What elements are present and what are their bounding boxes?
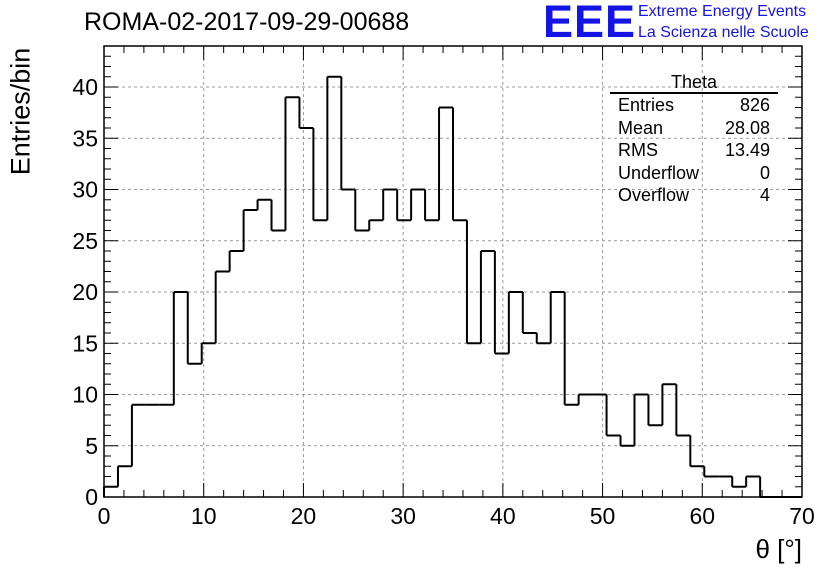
stats-label: Underflow: [618, 162, 700, 183]
y-tick-label: 20: [72, 279, 98, 305]
stats-row: RMS 13.49: [610, 139, 778, 162]
stats-label: RMS: [618, 140, 658, 160]
y-tick-label: 30: [72, 177, 98, 203]
x-tick-label: 50: [590, 503, 616, 529]
x-tick-label: 60: [689, 503, 715, 529]
logo-line-2: La Scienza nelle Scuole: [638, 24, 809, 41]
stats-row: Overflow 4: [610, 184, 778, 207]
y-tick-label: 5: [85, 433, 98, 459]
y-tick-label: 10: [72, 382, 98, 408]
y-tick-label: 35: [72, 125, 98, 151]
stats-value: 4: [759, 185, 770, 205]
x-tick-label: 20: [291, 503, 317, 529]
stats-label: Overflow: [618, 185, 690, 205]
stats-value: 0: [759, 162, 770, 183]
axis-ticks: [103, 45, 803, 498]
stats-label: Mean: [618, 117, 664, 138]
histogram-bars: [103, 75, 802, 498]
logo-line-1: Extreme Energy Events: [638, 3, 807, 20]
y-tick-label: 0: [85, 484, 98, 510]
stats-title: Theta: [610, 72, 778, 94]
x-tick-label: 40: [490, 503, 516, 529]
chart-title: ROMA-02-2017-09-29-00688: [84, 8, 410, 36]
y-tick-label: 15: [72, 330, 98, 356]
stats-row: Mean 28.08: [610, 117, 778, 140]
y-tick-label: 40: [72, 74, 98, 100]
stats-row: Underflow 0: [610, 162, 778, 185]
stats-value: 826: [739, 95, 770, 115]
stats-value: 28.08: [724, 117, 770, 138]
stats-box: Theta Entries 826 Mean 28.08 RMS 13.49 U…: [610, 72, 778, 207]
x-tick-label: 70: [789, 503, 815, 529]
y-axis-label: Entries/bin: [5, 47, 36, 176]
x-tick-label: 10: [191, 503, 217, 529]
stats-value: 13.49: [724, 140, 770, 160]
x-tick-label: 0: [98, 503, 111, 529]
x-tick-label: 30: [390, 503, 416, 529]
stats-row: Entries 826: [610, 94, 778, 117]
x-axis-label: θ [°]: [755, 534, 802, 564]
eee-logo: EEE: [543, 0, 637, 47]
stats-label: Entries: [618, 95, 675, 115]
y-tick-label: 25: [72, 228, 98, 254]
